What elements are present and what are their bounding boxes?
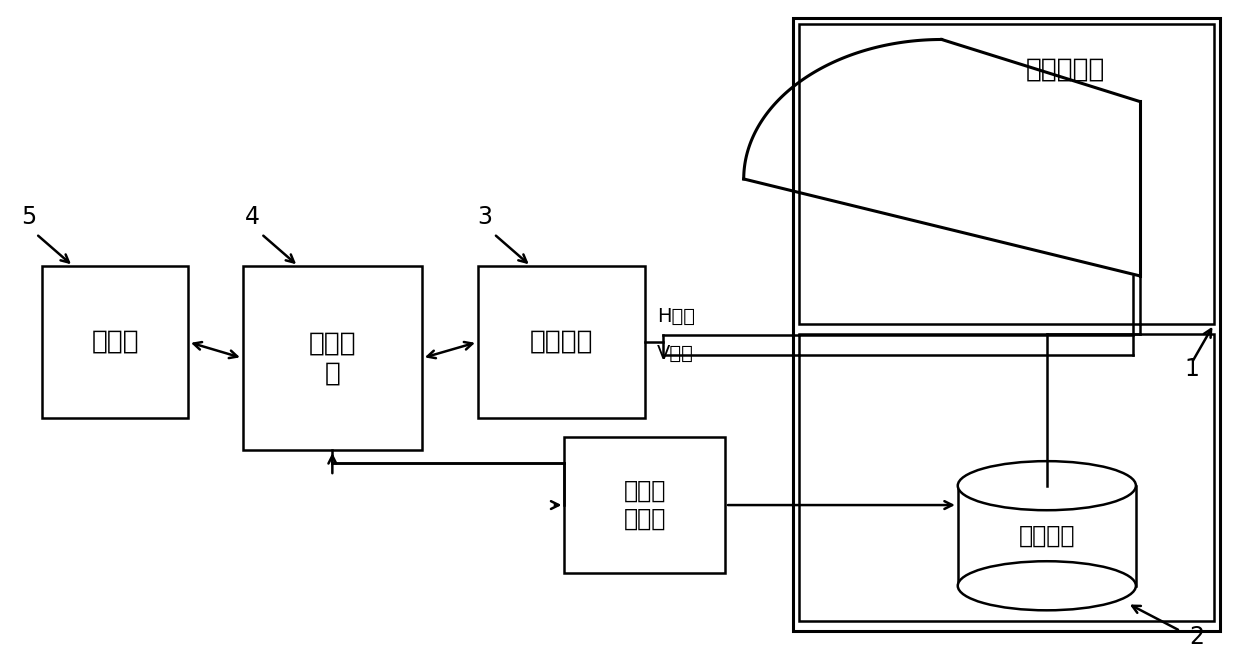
Bar bbox=[794, 18, 1220, 631]
Text: 抛物面天线: 抛物面天线 bbox=[1025, 56, 1105, 82]
Ellipse shape bbox=[957, 461, 1136, 510]
Bar bbox=[957, 486, 1136, 586]
Ellipse shape bbox=[957, 561, 1136, 610]
Text: 4: 4 bbox=[246, 205, 260, 229]
Text: 5: 5 bbox=[21, 205, 36, 229]
Text: V通道: V通道 bbox=[657, 344, 694, 363]
Bar bbox=[42, 266, 188, 418]
Bar bbox=[243, 266, 422, 450]
Text: 二维转台: 二维转台 bbox=[1018, 523, 1075, 547]
Bar bbox=[564, 437, 725, 573]
Text: 3: 3 bbox=[477, 205, 492, 229]
Text: 2: 2 bbox=[1189, 625, 1204, 649]
Text: 伺服控
制芯片: 伺服控 制芯片 bbox=[624, 479, 666, 531]
Text: 上位机: 上位机 bbox=[92, 329, 139, 355]
Text: 1: 1 bbox=[1184, 357, 1199, 381]
Bar bbox=[477, 266, 645, 418]
Bar bbox=[800, 334, 1214, 621]
Text: 射频模块: 射频模块 bbox=[529, 329, 593, 355]
Bar bbox=[800, 24, 1214, 324]
Text: 数字模
块: 数字模 块 bbox=[309, 330, 356, 386]
Text: H通道: H通道 bbox=[657, 307, 696, 326]
